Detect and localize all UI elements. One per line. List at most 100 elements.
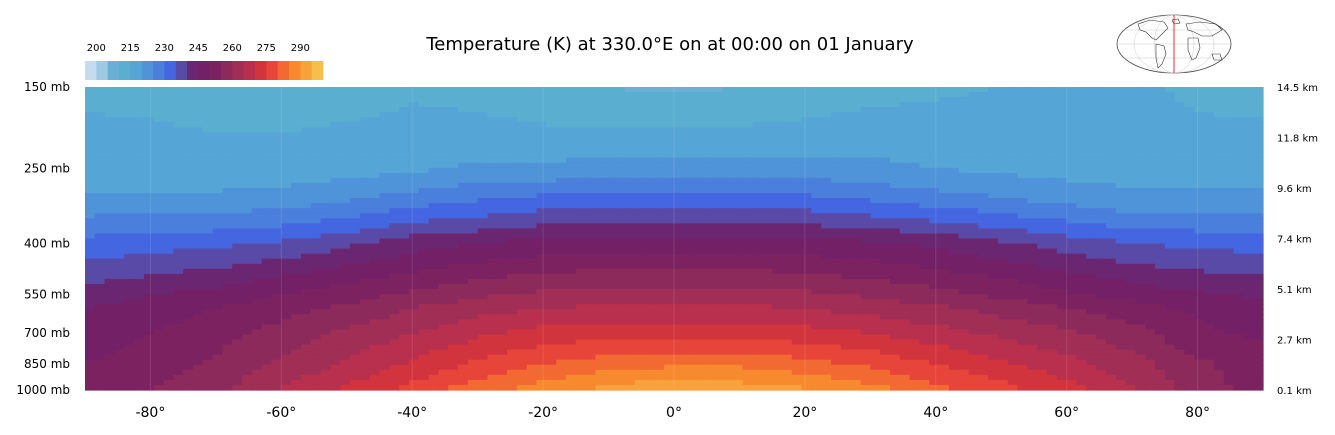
heatmap-cell: [654, 152, 665, 159]
heatmap-cell: [497, 162, 508, 169]
heatmap-cell: [1037, 112, 1048, 118]
colorbar-swatch: [153, 61, 165, 80]
heatmap-cell: [556, 137, 567, 144]
heatmap-cell: [840, 238, 852, 245]
heatmap-cell: [968, 102, 979, 108]
heatmap-cell: [536, 258, 547, 265]
heatmap-cell: [939, 177, 950, 184]
heatmap-cell: [703, 112, 714, 118]
heatmap-cell: [163, 177, 174, 184]
heatmap-cell: [791, 87, 803, 93]
heatmap-cell: [1076, 127, 1087, 134]
heatmap-cell: [477, 147, 489, 154]
heatmap-cell: [1194, 162, 1205, 169]
heatmap-cell: [1174, 263, 1186, 270]
heatmap-cell: [791, 228, 803, 235]
heatmap-cell: [1017, 268, 1028, 275]
heatmap-cell: [634, 162, 646, 169]
heatmap-cell: [909, 122, 921, 128]
heatmap-cell: [909, 213, 921, 219]
heatmap-cell: [575, 278, 587, 285]
heatmap-cell: [781, 157, 793, 164]
heatmap-cell: [674, 182, 685, 189]
heatmap-cell: [242, 167, 253, 174]
heatmap-cell: [683, 162, 695, 169]
heatmap-cell: [801, 92, 813, 98]
heatmap-cell: [202, 213, 214, 219]
heatmap-cell: [1223, 92, 1235, 98]
heatmap-cell: [1174, 278, 1186, 285]
heatmap-cell: [693, 152, 705, 159]
heatmap-cell: [723, 253, 734, 260]
heatmap-cell: [1096, 248, 1107, 255]
heatmap-cell: [536, 157, 547, 164]
heatmap-cell: [320, 132, 332, 139]
heatmap-cell: [448, 193, 459, 199]
heatmap-cell: [202, 233, 214, 240]
heatmap-cell: [615, 253, 626, 260]
heatmap-cell: [516, 172, 528, 179]
heatmap-cell: [448, 268, 459, 275]
heatmap-cell: [693, 218, 705, 224]
heatmap-cell: [1174, 147, 1186, 154]
heatmap-cell: [281, 248, 292, 255]
heatmap-cell: [948, 223, 960, 229]
heatmap-cell: [997, 142, 1009, 149]
heatmap-cell: [909, 182, 921, 189]
heatmap-cell: [948, 208, 960, 214]
heatmap-cell: [556, 193, 567, 199]
heatmap-cell: [1243, 147, 1254, 154]
heatmap-cell: [212, 243, 224, 250]
heatmap-cell: [1076, 137, 1087, 144]
heatmap-cell: [781, 223, 793, 229]
heatmap-cell: [1253, 102, 1264, 108]
heatmap-cell: [899, 289, 911, 295]
heatmap-cell: [222, 283, 233, 290]
heatmap-cell: [458, 248, 469, 255]
heatmap-cell: [968, 157, 979, 164]
heatmap-cell: [458, 87, 469, 93]
heatmap-cell: [212, 152, 224, 159]
heatmap-cell: [291, 203, 302, 209]
heatmap-cell: [212, 132, 224, 139]
heatmap-cell: [399, 147, 410, 154]
heatmap-cell: [163, 198, 174, 204]
heatmap-cell: [359, 238, 371, 245]
heatmap-cell: [114, 127, 125, 134]
heatmap-cell: [791, 97, 803, 103]
heatmap-cell: [1007, 92, 1019, 98]
heatmap-cell: [1037, 268, 1048, 275]
heatmap-cell: [163, 137, 174, 144]
heatmap-cell: [320, 248, 332, 255]
heatmap-cell: [880, 188, 891, 194]
heatmap-cell: [163, 87, 174, 93]
heatmap-cell: [1007, 132, 1019, 139]
heatmap-cell: [300, 167, 312, 174]
heatmap-cell: [1155, 157, 1166, 164]
heatmap-cell: [192, 253, 204, 260]
heatmap-cell: [85, 218, 96, 224]
heatmap-cell: [300, 122, 312, 128]
heatmap-cell: [1007, 238, 1019, 245]
heatmap-cell: [153, 294, 165, 300]
heatmap-cell: [1164, 142, 1176, 149]
heatmap-cell: [821, 102, 832, 108]
heatmap-cell: [104, 268, 116, 275]
heatmap-cell: [762, 137, 773, 144]
heatmap-cell: [1066, 198, 1078, 204]
heatmap-cell: [212, 208, 224, 214]
heatmap-cell: [1076, 147, 1087, 154]
heatmap-cell: [840, 142, 852, 149]
heatmap-cell: [693, 127, 705, 134]
heatmap-cell: [929, 233, 940, 240]
heatmap-cell: [909, 188, 921, 194]
heatmap-cell: [997, 198, 1009, 204]
heatmap-cell: [1056, 253, 1068, 260]
heatmap-cell: [664, 273, 675, 280]
heatmap-cell: [1164, 97, 1176, 103]
heatmap-cell: [85, 92, 96, 98]
heatmap-cell: [291, 233, 302, 240]
heatmap-cell: [1125, 162, 1136, 169]
heatmap-cell: [271, 253, 282, 260]
colorbar-swatch: [198, 61, 210, 80]
